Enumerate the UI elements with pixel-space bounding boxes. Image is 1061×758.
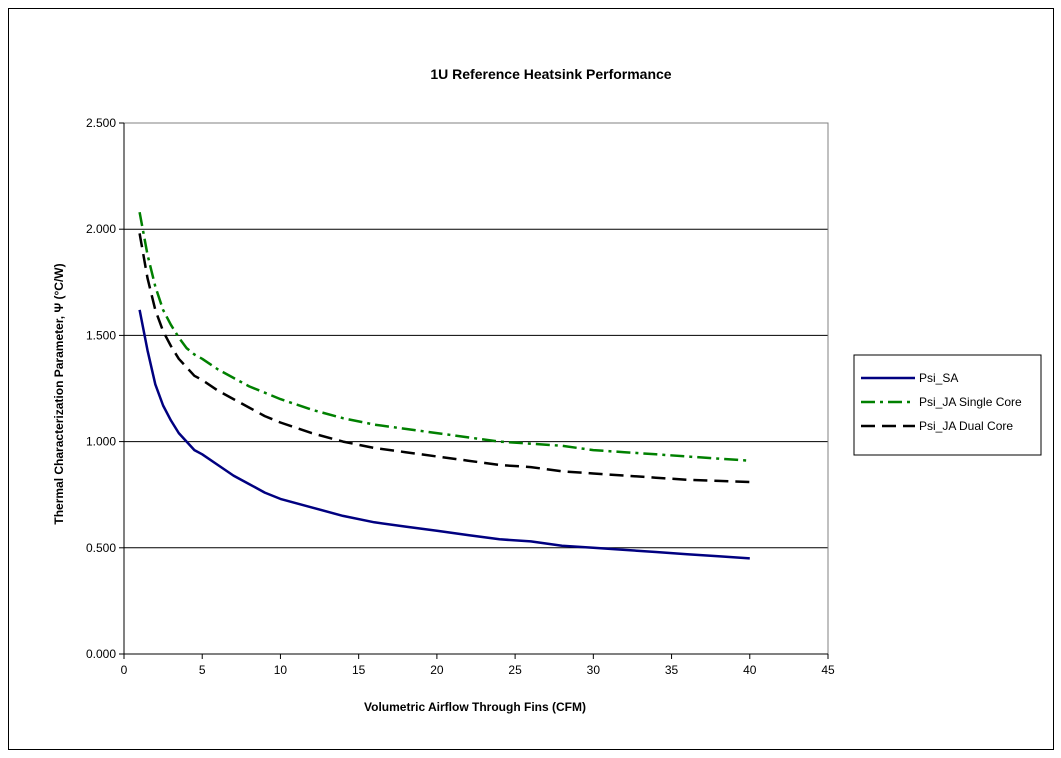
x-tick-label: 25: [508, 663, 522, 677]
legend-label: Psi_SA: [919, 371, 958, 385]
x-tick-label: 5: [199, 663, 206, 677]
chart-title: 1U Reference Heatsink Performance: [430, 66, 671, 82]
legend-box: [853, 354, 1042, 456]
legend-label: Psi_JA Dual Core: [919, 419, 1013, 433]
tick-labels: 0.000 0.500 1.000 1.500 2.000 2.500 0 5 10 15 20 25…: [86, 116, 835, 677]
y-tick-label: 2.000: [86, 222, 116, 236]
x-tick-label: 0: [121, 663, 128, 677]
y-tick-label: 2.500: [86, 116, 116, 130]
plot-area: [123, 122, 829, 655]
series-line-1: [138, 309, 750, 560]
y-axis-title: Thermal Characterization Parameter, Ψ (°…: [52, 263, 66, 524]
y-tick-label: 0.500: [86, 541, 116, 555]
gridlines: [124, 228, 828, 549]
x-tick-label: 20: [430, 663, 444, 677]
y-tick-label: 0.000: [86, 647, 116, 661]
axes: [119, 122, 829, 659]
x-axis-title: Volumetric Airflow Through Fins (CFM): [364, 700, 586, 714]
chart-frame: 0.000 0.500 1.000 1.500 2.000 2.500 0 5 10 15 20 25…: [8, 8, 1054, 750]
series-line-3: [138, 233, 750, 484]
x-tick-label: 40: [743, 663, 757, 677]
x-tick-label: 15: [352, 663, 366, 677]
x-tick-label: 45: [821, 663, 835, 677]
x-tick-label: 10: [274, 663, 288, 677]
chart-svg: 0.000 0.500 1.000 1.500 2.000 2.500 0 5 10 15 20 25…: [52, 66, 1042, 714]
x-tick-label: 35: [665, 663, 679, 677]
legend-label: Psi_JA Single Core: [919, 395, 1022, 409]
y-tick-label: 1.000: [86, 435, 116, 449]
legend: Psi_SA Psi_JA Single Core Psi_JA Dual Core: [853, 354, 1042, 456]
series-group: [138, 211, 750, 560]
y-tick-label: 1.500: [86, 328, 116, 342]
x-tick-label: 30: [587, 663, 601, 677]
series-line-2: [138, 211, 750, 462]
